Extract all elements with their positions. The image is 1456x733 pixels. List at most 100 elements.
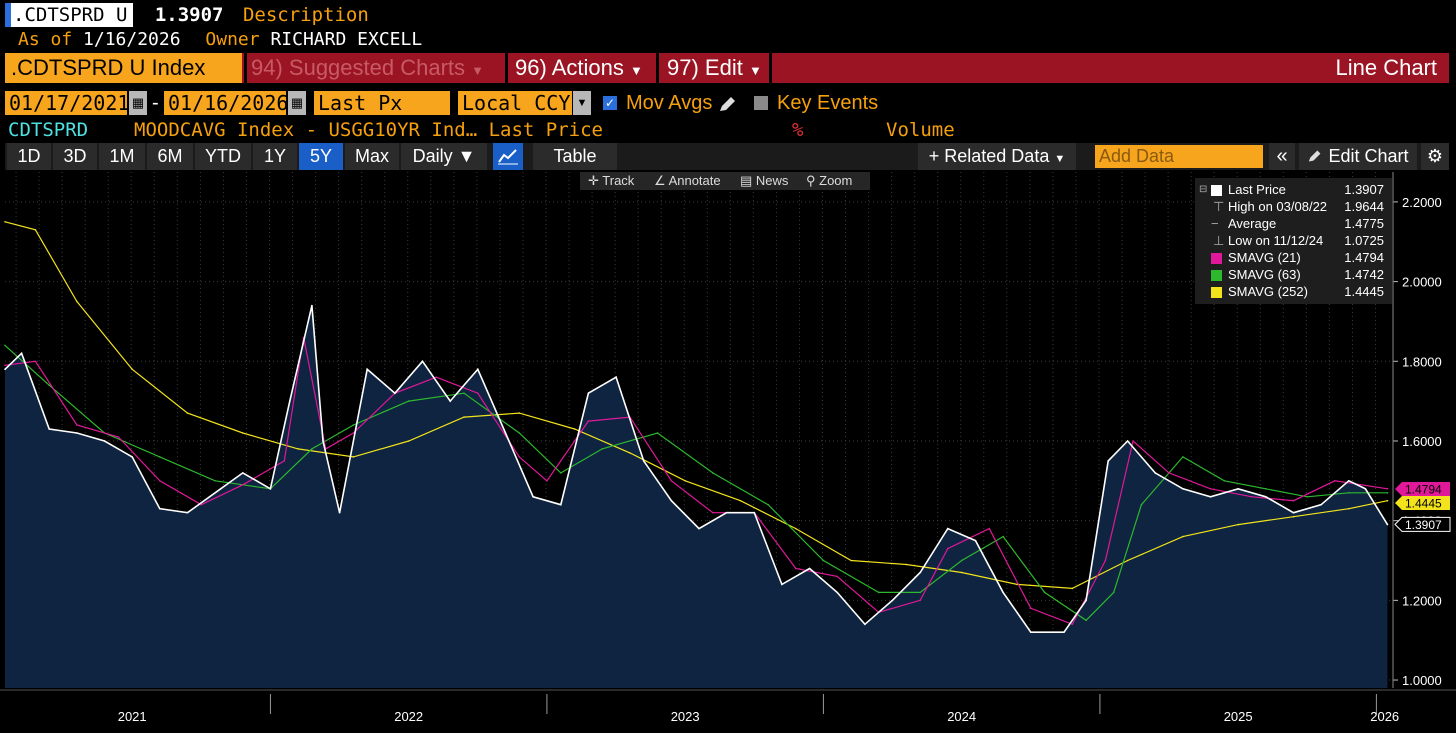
period-1m[interactable]: 1M	[99, 143, 145, 170]
news-tool[interactable]: ▤ News	[740, 173, 789, 188]
gear-icon[interactable]: ⚙	[1421, 143, 1449, 170]
asof-owner-line: As of 1/16/2026 Owner RICHARD EXCELL	[18, 29, 422, 51]
data-point	[1002, 591, 1004, 594]
data-point	[905, 563, 908, 566]
price-chart[interactable]: 1.00001.20001.40001.60001.80002.00002.20…	[0, 170, 1456, 733]
data-point	[712, 472, 714, 474]
data-point	[546, 480, 548, 482]
data-point	[76, 432, 78, 434]
field-select[interactable]: Last Px	[314, 91, 450, 115]
legend-swatch	[1211, 270, 1222, 281]
data-point	[352, 456, 355, 458]
period-3d[interactable]: 3D	[53, 143, 97, 170]
data-point	[518, 456, 521, 458]
line-chart-icon[interactable]	[493, 143, 523, 170]
track-tool[interactable]: ✛ Track	[588, 173, 635, 188]
data-point	[1030, 631, 1032, 633]
end-label-box	[1394, 516, 1451, 532]
collapse-legend-icon[interactable]: ⊟	[1199, 184, 1208, 195]
period-ytd[interactable]: YTD	[195, 143, 251, 170]
data-point	[947, 527, 949, 530]
data-point	[159, 456, 161, 458]
period-max[interactable]: Max	[345, 143, 399, 170]
data-point	[753, 511, 756, 514]
zoom-tool[interactable]: ⚲ Zoom	[806, 173, 853, 188]
data-point	[48, 428, 50, 430]
data-point	[1126, 559, 1129, 562]
data-point	[1085, 599, 1087, 602]
data-point	[795, 567, 797, 570]
key-events-label: Key Events	[777, 92, 879, 114]
data-point	[615, 376, 617, 379]
end-label: 1.4445	[1395, 496, 1450, 511]
description-label[interactable]: Description	[242, 4, 369, 26]
table-button[interactable]: Table	[533, 143, 617, 170]
legend-label: Average	[1228, 216, 1277, 231]
data-point	[518, 412, 521, 414]
legend-value: 1.9644	[1344, 199, 1384, 214]
calendar-icon[interactable]: ▦	[129, 91, 147, 115]
series-formula: MOODCAVG Index - USGG10YR Ind… Last Pric…	[134, 119, 603, 141]
data-point	[1168, 472, 1170, 474]
period-1y[interactable]: 1Y	[253, 143, 297, 170]
add-data-input[interactable]: Add Data	[1095, 145, 1263, 168]
edit-chart-button[interactable]: Edit Chart	[1299, 143, 1417, 170]
y-tick-label: 2.2000	[1402, 195, 1442, 210]
data-point	[117, 436, 120, 438]
data-point	[352, 424, 355, 426]
legend-label: SMAVG (21)	[1228, 250, 1301, 265]
data-point	[684, 480, 686, 482]
data-point	[421, 360, 424, 363]
data-point	[518, 432, 521, 434]
collapse-icon[interactable]: «	[1269, 143, 1295, 170]
chart-series	[4, 221, 1389, 634]
annotate-tool[interactable]: ∠ Annotate	[654, 173, 721, 188]
data-point	[712, 511, 714, 514]
frequency-select[interactable]: Daily ▼	[401, 143, 487, 170]
data-point	[1209, 488, 1212, 490]
mov-avgs-checkbox[interactable]: ✓	[603, 96, 617, 110]
data-point	[1348, 480, 1350, 482]
actions-menu[interactable]: 96) Actions ▼	[515, 55, 643, 80]
data-point	[1292, 515, 1295, 518]
series-line-last-price	[4, 305, 1389, 634]
legend-swatch	[1211, 185, 1222, 196]
legend-label: SMAVG (63)	[1228, 267, 1301, 282]
start-date-input[interactable]: 01/17/2021	[5, 91, 129, 115]
legend-label: High on 03/08/22	[1228, 199, 1328, 214]
data-point	[1063, 631, 1065, 633]
data-point	[725, 511, 728, 514]
key-events-checkbox[interactable]	[754, 96, 768, 110]
data-point	[283, 460, 286, 462]
ticker-code[interactable]: .CDTSPRD U	[5, 3, 134, 27]
pencil-icon[interactable]	[718, 95, 738, 113]
period-1d[interactable]: 1D	[7, 143, 51, 170]
percent-label: %	[792, 119, 804, 141]
period-6m[interactable]: 6M	[147, 143, 193, 170]
edit-menu[interactable]: 97) Edit ▼	[667, 55, 762, 80]
data-point	[76, 300, 78, 303]
data-point	[477, 392, 479, 395]
data-point	[407, 400, 410, 402]
data-point	[1132, 440, 1134, 442]
data-point	[131, 368, 133, 371]
data-point	[1182, 535, 1184, 538]
end-label: 1.3907	[1394, 516, 1451, 532]
calendar-icon[interactable]: ▦	[288, 91, 306, 115]
asof-label: As of	[18, 29, 73, 50]
chart-type-label[interactable]: Line Chart	[1335, 55, 1437, 80]
data-point	[560, 472, 562, 474]
end-date-input[interactable]: 01/16/2026	[164, 91, 288, 115]
security-box[interactable]: .CDTSPRD U Index	[5, 53, 242, 83]
chevron-down-icon[interactable]: ▼	[573, 91, 591, 115]
data-point	[242, 432, 244, 434]
data-point	[1386, 488, 1389, 490]
related-data-button[interactable]: + Related Data ▼	[918, 143, 1076, 170]
period-5y[interactable]: 5Y	[299, 143, 343, 170]
suggested-charts-menu[interactable]: 94) Suggested Charts ▼	[251, 55, 485, 80]
data-point	[960, 559, 963, 562]
data-point	[1265, 496, 1267, 498]
currency-select[interactable]: Local CCY	[458, 91, 572, 115]
data-point	[435, 376, 438, 379]
chart-toolbar: 1D 3D 1M 6M YTD 1Y 5Y Max Daily ▼ Table …	[5, 143, 1449, 170]
